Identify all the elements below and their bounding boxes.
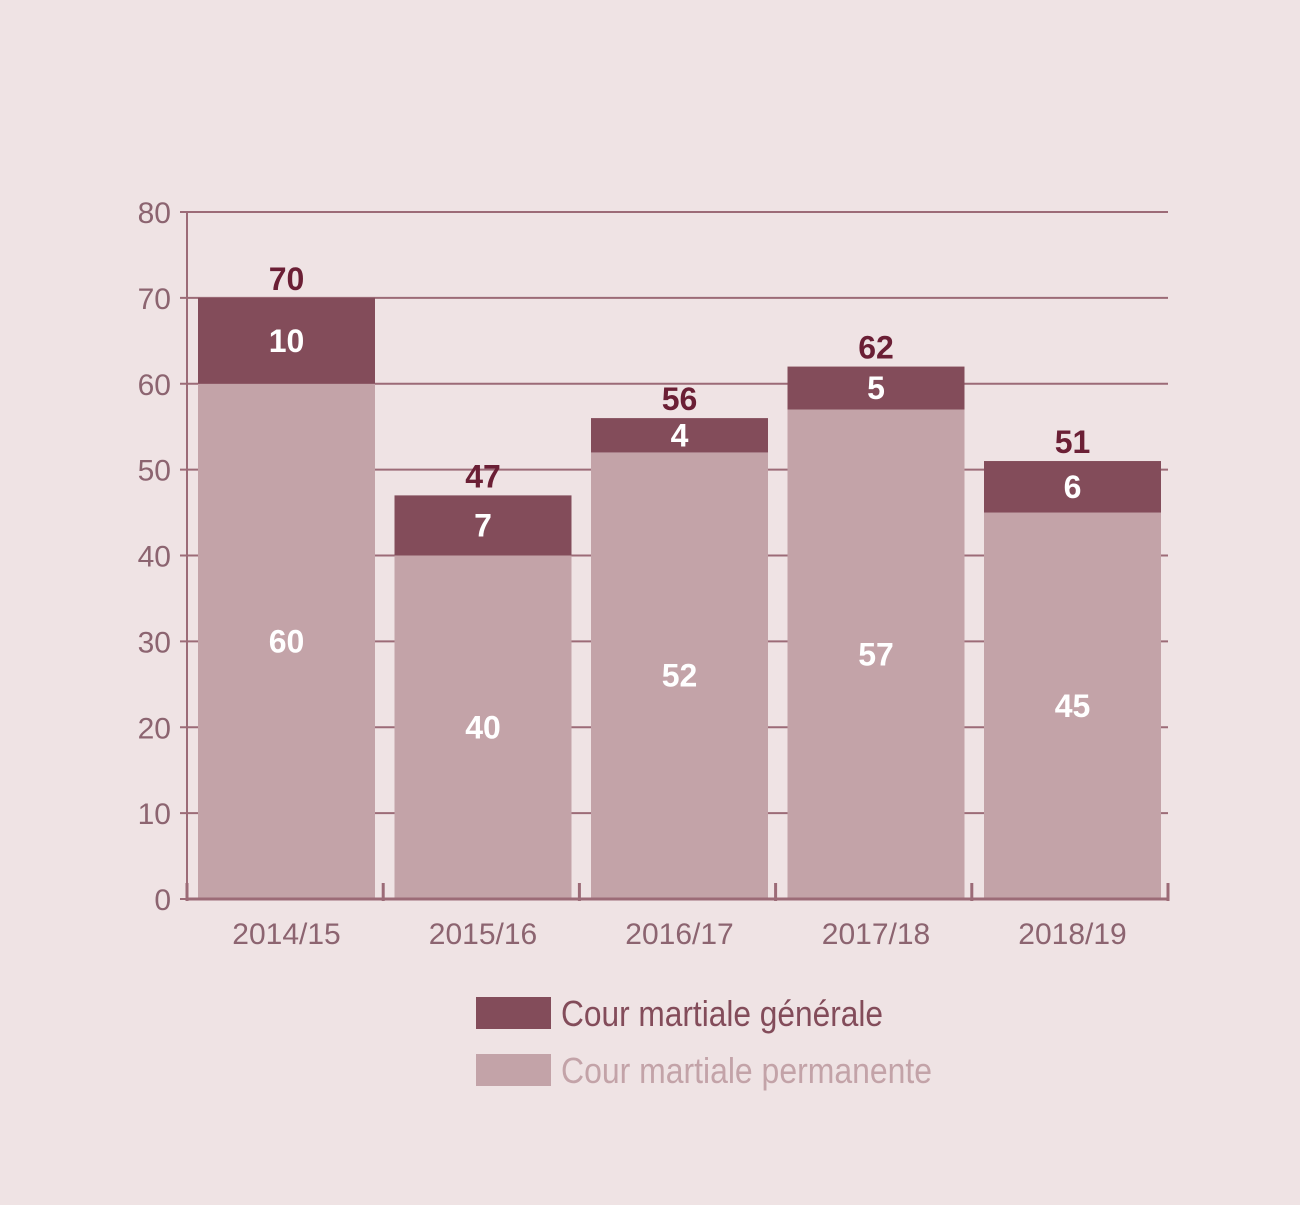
y-tick-label: 0 — [154, 884, 171, 917]
y-tick-label: 10 — [138, 798, 171, 831]
bar-total-label: 47 — [465, 458, 501, 494]
bar-general — [787, 366, 965, 410]
bar-total-label: 62 — [858, 330, 894, 366]
bar-permanent — [591, 452, 768, 899]
x-tick-label: 2016/17 — [625, 918, 733, 951]
bar-total-label: 51 — [1055, 424, 1091, 460]
bar-permanent — [198, 383, 375, 899]
legend-label-permanent: Cour martiale permanente — [561, 1050, 932, 1091]
bar-general — [591, 418, 768, 453]
y-tick-label: 20 — [138, 712, 171, 745]
bar-permanent — [394, 555, 572, 899]
legend: Cour martiale générale Cour martiale per… — [476, 993, 932, 1091]
bar-general-label: 10 — [269, 323, 305, 359]
bar-layer — [198, 297, 1161, 899]
bar-permanent — [787, 409, 965, 899]
legend-label-general: Cour martiale générale — [561, 993, 883, 1034]
x-tick-label: 2017/18 — [822, 918, 930, 951]
x-tick-label: 2014/15 — [232, 918, 340, 951]
x-tick-label: 2018/19 — [1018, 918, 1126, 951]
bar-general — [394, 495, 572, 556]
bar-permanent-label: 40 — [465, 709, 501, 745]
bar-permanent-label: 45 — [1055, 688, 1091, 724]
bar-general-label: 4 — [671, 417, 689, 453]
bar-permanent — [984, 512, 1161, 899]
x-tick-label: 2015/16 — [429, 918, 537, 951]
y-tick-label: 40 — [138, 541, 171, 574]
bar-general — [984, 461, 1161, 513]
bar-general-label: 5 — [867, 370, 885, 406]
bar-total-label: 70 — [269, 261, 305, 297]
legend-swatch-permanent — [476, 1054, 551, 1086]
bar-general-label: 7 — [474, 507, 492, 543]
bar-permanent-label: 57 — [858, 636, 894, 672]
legend-swatch-general — [476, 997, 551, 1029]
bar-permanent-label: 60 — [269, 623, 305, 659]
y-tick-label: 70 — [138, 283, 171, 316]
bar-total-label: 56 — [662, 381, 698, 417]
y-tick-label: 60 — [138, 369, 171, 402]
label-layer: 0 10 20 30 40 50 60 70 80 60 10 70 2014/15 40 7 47 2015/… — [138, 197, 1127, 951]
bar-general-label: 6 — [1064, 469, 1082, 505]
y-tick-label: 50 — [138, 455, 171, 488]
bar-permanent-label: 52 — [662, 658, 698, 694]
y-tick-label: 30 — [138, 626, 171, 659]
bar-general — [198, 297, 375, 384]
axis-layer — [180, 211, 1170, 901]
y-tick-label: 80 — [138, 197, 171, 230]
